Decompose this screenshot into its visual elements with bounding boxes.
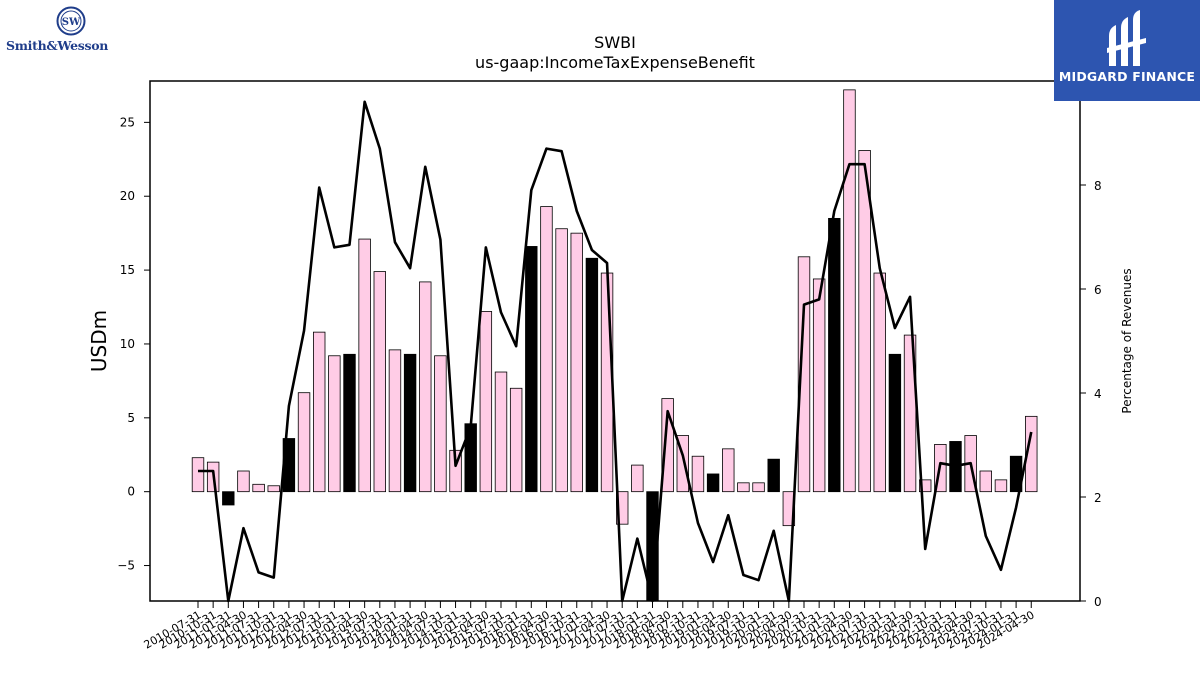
smith-wesson-logo-text: Smith&Wesson: [6, 38, 109, 53]
bar-2020-07-31: [797, 256, 811, 493]
y-tick-label: 5: [127, 411, 135, 425]
bar-2014-04-30: [419, 281, 432, 493]
y-tick-label: 0: [127, 485, 135, 499]
bar-2013-04-30: [358, 238, 371, 493]
bar-2016-01-31: [525, 246, 538, 493]
plot-frame: [149, 80, 1081, 602]
bars: [191, 89, 1038, 602]
bar-2015-04-30: [479, 311, 493, 493]
y2-tick-label: 2: [1094, 491, 1102, 505]
y2-tick-label: 6: [1094, 283, 1102, 297]
bar-2012-04-30: [297, 392, 311, 493]
smith-wesson-emblem-icon: SW: [56, 6, 86, 36]
bar-2013-01-31: [343, 353, 356, 493]
bar-2017-07-31: [616, 491, 629, 525]
midgard-finance-mark-icon: [1107, 10, 1146, 66]
bar-2022-07-31: [919, 479, 932, 493]
bar-2012-10-31: [328, 355, 341, 493]
bar-2018-10-31: [691, 455, 705, 493]
smith-wesson-logo: SW Smith&Wesson: [6, 6, 128, 56]
chart-subtitle: us-gaap:IncomeTaxExpenseBenefit: [475, 53, 755, 72]
midgard-finance-logo: MIDGARD FINANCE: [1054, 0, 1200, 101]
bar-2020-01-31: [767, 458, 780, 493]
bar-2012-07-31: [312, 331, 326, 493]
y-tick-label: 10: [120, 337, 135, 351]
bar-2021-01-31: [828, 217, 841, 493]
bar-2021-10-31: [873, 272, 886, 493]
revenue-percentage-line-path: [198, 100, 1033, 603]
bar-2011-10-31: [267, 485, 280, 493]
bar-2022-01-31: [888, 353, 902, 493]
bar-2015-07-31: [494, 371, 508, 493]
revenue-percentage-line: [198, 100, 1033, 603]
bar-2023-10-31: [994, 479, 1008, 493]
y2-axis-label: Percentage of Revenues: [1120, 268, 1134, 413]
bar-2024-04-30: [1025, 415, 1038, 493]
bar-2010-07-31: [191, 457, 205, 493]
bar-2018-07-31: [676, 435, 690, 493]
y2-tick-label: 8: [1094, 179, 1102, 193]
bar-2019-07-31: [737, 482, 750, 493]
bar-2021-04-30: [843, 89, 856, 493]
bar-2011-07-31: [252, 483, 265, 493]
svg-text:SW: SW: [62, 17, 81, 28]
chart-title: SWBI: [594, 33, 636, 52]
bar-2011-01-31: [222, 491, 235, 506]
bar-2017-10-31: [631, 464, 644, 493]
bar-2019-10-31: [752, 482, 765, 493]
bar-2013-07-31: [373, 271, 387, 493]
bar-2011-04-30: [237, 470, 250, 493]
x-axis-ticks: 2010-07-312010-10-312011-01-312011-04-30…: [142, 601, 1037, 652]
bar-2017-01-31: [585, 257, 599, 493]
left-axis-ticks: −5 0 5 10 15 20 25: [117, 115, 150, 573]
bar-2019-01-31: [706, 473, 720, 493]
y-tick-label: 15: [120, 263, 135, 277]
bar-2014-07-31: [434, 355, 447, 493]
bar-2016-10-31: [570, 232, 583, 493]
y-axis-label: USDm: [87, 310, 111, 372]
y-tick-label: −5: [117, 559, 135, 573]
bar-2014-01-31: [403, 353, 417, 493]
bar-2016-04-30: [540, 206, 553, 493]
bar-2019-04-30: [722, 448, 735, 493]
bar-2018-04-30: [661, 398, 674, 493]
bar-2013-10-31: [388, 349, 402, 493]
bar-2015-10-31: [509, 387, 523, 493]
y2-tick-label: 4: [1094, 387, 1102, 401]
y2-tick-label: 0: [1094, 595, 1102, 609]
midgard-finance-logo-text: MIDGARD FINANCE: [1058, 69, 1196, 84]
right-axis-ticks: 0 2 4 6 8: [1080, 179, 1102, 609]
bar-2021-07-31: [858, 150, 871, 493]
bar-2020-10-31: [812, 278, 826, 493]
y-tick-label: 20: [120, 189, 135, 203]
bar-2023-07-31: [979, 470, 993, 493]
bar-2016-07-31: [555, 228, 568, 493]
y-tick-label: 25: [120, 115, 135, 129]
